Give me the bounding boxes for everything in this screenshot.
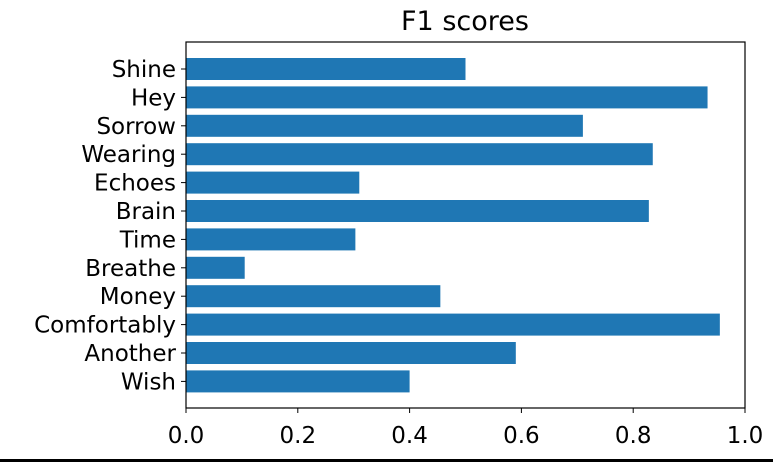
bar-money [186, 285, 441, 308]
x-tick-label-0.4: 0.4 [391, 423, 428, 449]
bar-echoes [186, 171, 360, 194]
y-tick-label-comfortably: Comfortably [34, 313, 176, 339]
bar-another [186, 342, 516, 364]
bar-hey [186, 86, 708, 109]
x-tick-label-0.2: 0.2 [280, 423, 317, 449]
bottom-border [0, 459, 773, 462]
y-tick-label-echoes: Echoes [94, 171, 176, 197]
x-tick-label-1.0: 1.0 [727, 423, 764, 449]
x-tick-label-0.8: 0.8 [615, 423, 652, 449]
y-tick-label-wish: Wish [121, 369, 176, 395]
x-axis-ticks: 0.0 0.2 0.4 0.6 0.8 1.0 [168, 408, 764, 449]
bar-shine [186, 58, 466, 80]
bar-wearing [186, 143, 653, 166]
bars-group [186, 58, 720, 393]
y-tick-label-brain: Brain [116, 199, 176, 225]
bar-sorrow [186, 114, 583, 137]
y-tick-label-another: Another [84, 341, 176, 367]
x-tick-label-0.6: 0.6 [503, 423, 540, 449]
bar-comfortably [186, 313, 720, 336]
y-tick-label-hey: Hey [131, 85, 176, 111]
y-tick-label-breathe: Breathe [85, 256, 176, 282]
y-tick-label-shine: Shine [112, 57, 176, 83]
plot-frame [185, 41, 746, 409]
x-tick-label-0.0: 0.0 [168, 423, 205, 449]
y-tick-label-money: Money [100, 284, 176, 310]
y-tick-label-time: Time [119, 227, 176, 253]
y-tick-label-wearing: Wearing [81, 142, 176, 168]
bar-breathe [186, 256, 245, 279]
chart-title: F1 scores [401, 6, 529, 37]
bar-time [186, 228, 356, 251]
y-tick-label-sorrow: Sorrow [96, 114, 176, 140]
bar-wish [186, 370, 410, 393]
bar-brain [186, 200, 649, 222]
